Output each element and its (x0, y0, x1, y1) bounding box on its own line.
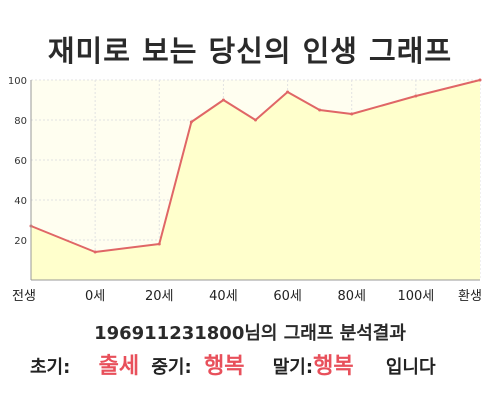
middle-value: 행복 (203, 354, 245, 379)
late-value: 행복 (313, 354, 354, 379)
y-axis-ticks: 20 40 60 80 100 (8, 76, 27, 247)
middle-label: 중기: (151, 357, 192, 378)
data-point (318, 108, 322, 112)
data-point (286, 90, 290, 94)
analysis-result: 초기: 출세 중기: 행복 말기:행복 입니다 (30, 348, 490, 380)
y-tick-label: 60 (14, 156, 27, 167)
early-label: 초기: (30, 357, 71, 378)
x-tick-label: 전생 (12, 289, 36, 304)
early-value: 출세 (98, 354, 140, 379)
y-tick-label: 80 (14, 116, 27, 127)
y-tick-label: 40 (14, 196, 27, 207)
x-tick-label: 40세 (209, 289, 238, 304)
data-point (414, 94, 418, 98)
ending-text: 입니다 (385, 357, 436, 378)
data-point (254, 118, 257, 122)
data-point (221, 98, 225, 102)
data-point (478, 78, 482, 82)
y-tick-label: 100 (8, 76, 27, 87)
data-point (93, 250, 97, 254)
x-tick-label: 60세 (273, 289, 302, 304)
late-label: 말기: (272, 357, 314, 378)
y-tick-label: 20 (14, 236, 27, 247)
chart-title: 재미로 보는 당신의 인생 그래프 (47, 34, 453, 68)
x-tick-label: 100세 (397, 289, 434, 304)
data-point (189, 120, 193, 124)
x-tick-label: 0세 (85, 289, 105, 304)
x-tick-label: 환생 (458, 289, 482, 304)
x-tick-label: 20세 (145, 289, 174, 304)
area-fill (31, 80, 480, 280)
x-axis-ticks: 전생 0세 20세 40세 60세 80세 100세 환생 (12, 289, 482, 304)
analysis-summary: 196911231800님의 그래프 분석결과 (94, 323, 406, 344)
life-graph-chart: 20 40 60 80 100 전생 0세 20세 40세 60세 80세 100세 환생 (8, 76, 482, 304)
data-point (350, 112, 354, 116)
data-point (157, 242, 161, 246)
x-tick-label: 80세 (337, 289, 366, 304)
